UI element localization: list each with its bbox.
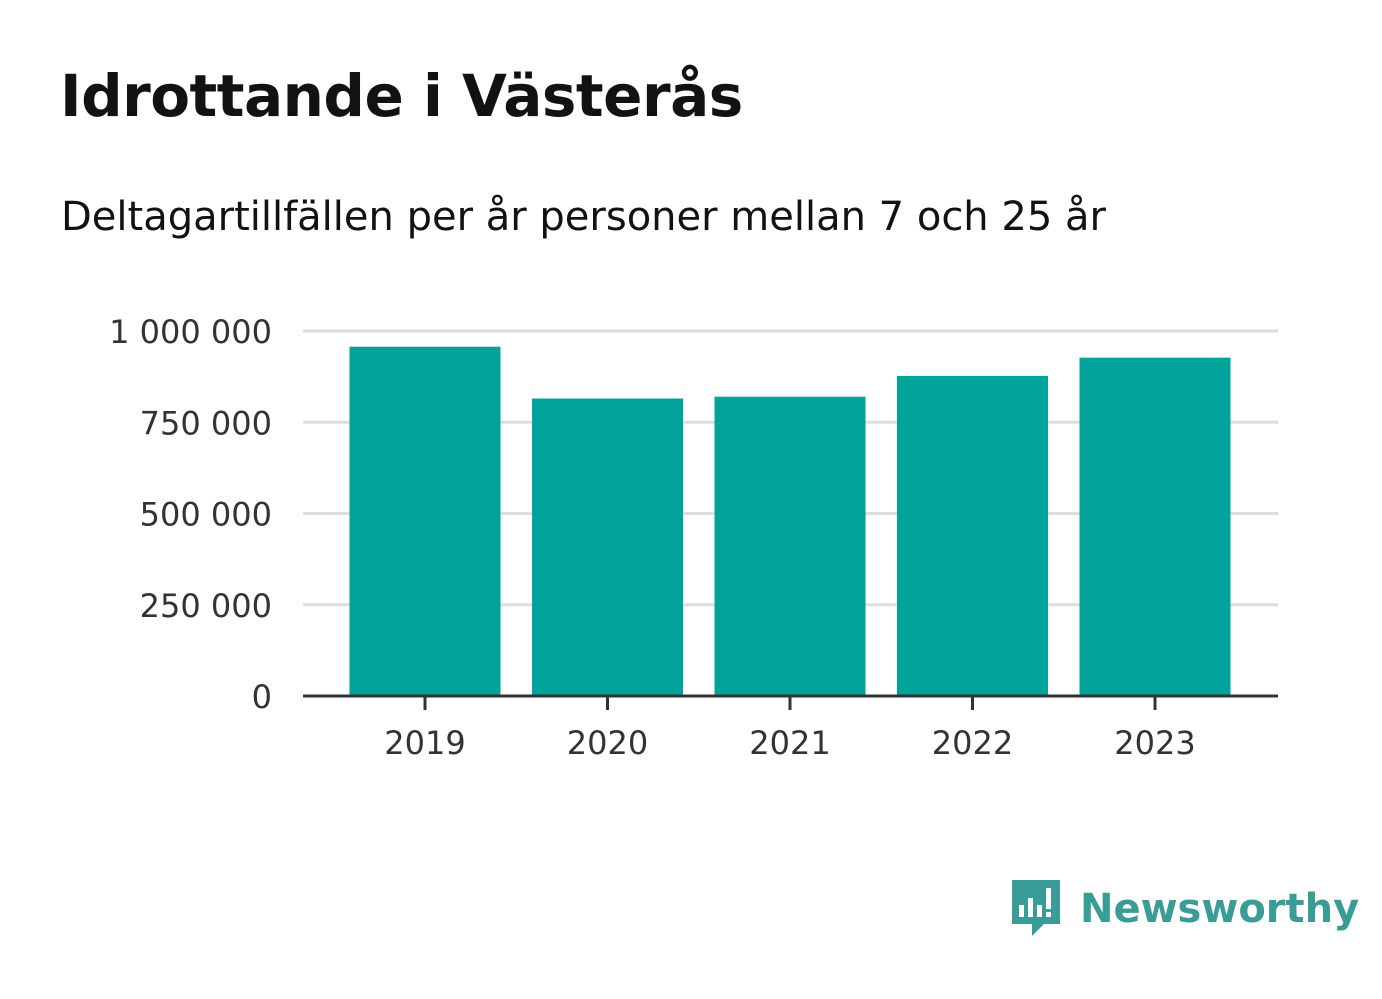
bar-2022 [897, 375, 1048, 696]
chart-subtitle: Deltagartillfällen per år personer mella… [61, 194, 1106, 240]
y-tick-label: 500 000 [140, 496, 272, 534]
x-axis-ticks: 2019 2020 2021 2022 2023 [384, 696, 1196, 762]
bar-2023 [1079, 357, 1231, 696]
chart-title: Idrottande i Västerås [60, 62, 743, 130]
y-tick-label: 1 000 000 [109, 313, 272, 351]
y-tick-label: 750 000 [140, 404, 272, 442]
x-tick-label: 2023 [1114, 724, 1195, 762]
brand-name: Newsworthy [1080, 886, 1360, 932]
bar-2020 [532, 398, 683, 696]
bar-2019 [349, 346, 501, 696]
x-tick-label: 2021 [749, 724, 830, 762]
y-axis-ticks: 0 250 000 500 000 750 000 1 000 000 [109, 313, 272, 716]
y-tick-label: 0 [252, 678, 272, 716]
x-tick-label: 2022 [932, 724, 1013, 762]
newsworthy-logo-icon [1012, 880, 1060, 936]
y-tick-label: 250 000 [140, 587, 272, 625]
x-tick-label: 2019 [384, 724, 465, 762]
bar-2021 [714, 396, 866, 696]
x-tick-label: 2020 [567, 724, 648, 762]
bars [349, 346, 1231, 696]
brand-logo: Newsworthy [1010, 878, 1359, 940]
